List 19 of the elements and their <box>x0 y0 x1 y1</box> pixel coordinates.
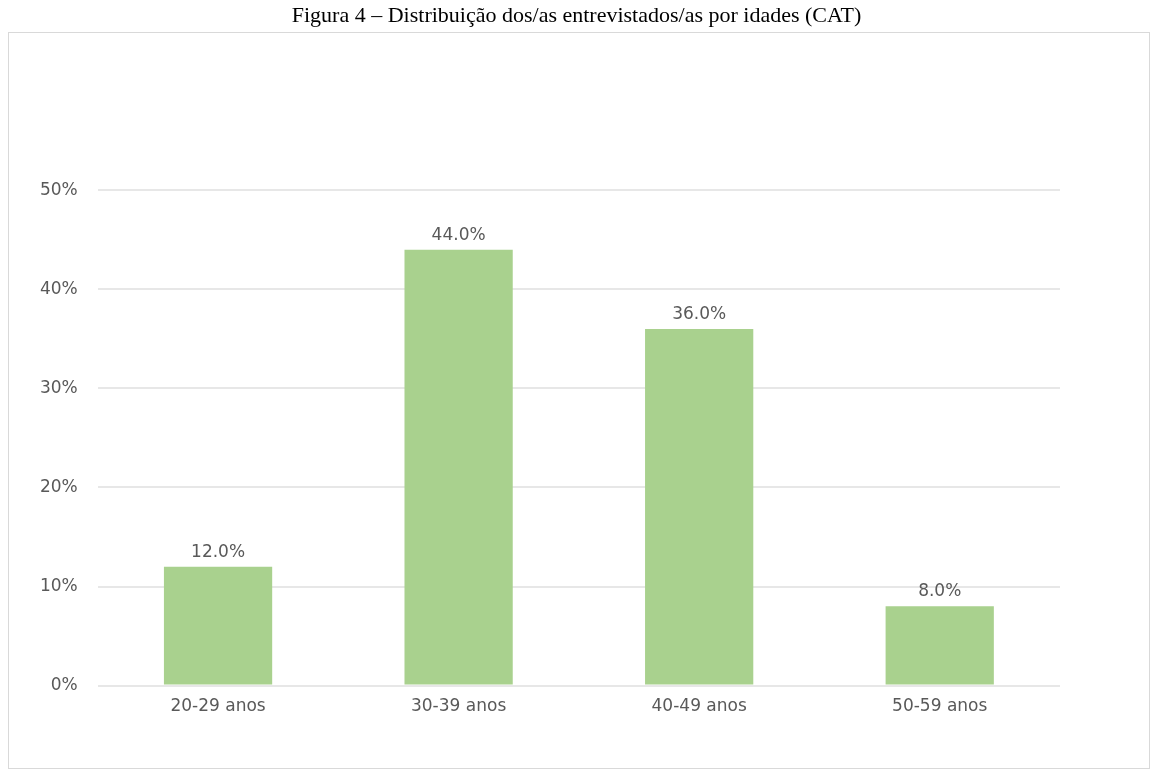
x-tick-label: 50-59 anos <box>892 695 988 716</box>
chart-title: Figura 4 – Distribuição dos/as entrevistados/as por idades (CAT) <box>290 2 863 28</box>
x-tick-label: 40-49 anos <box>651 695 747 716</box>
data-label: 44.0% <box>431 223 486 244</box>
y-tick-label: 50% <box>39 178 78 199</box>
x-tick-label: 20-29 anos <box>170 695 266 716</box>
y-tick-label: 0% <box>50 674 78 695</box>
bar <box>163 566 273 685</box>
y-tick-label: 10% <box>39 574 78 595</box>
data-label: 36.0% <box>672 302 727 323</box>
y-tick-label: 30% <box>39 376 78 397</box>
data-label: 8.0% <box>918 580 962 601</box>
bar <box>885 606 994 685</box>
bar <box>645 328 754 685</box>
y-tick-label: 20% <box>39 475 78 496</box>
data-label: 12.0% <box>191 540 246 561</box>
y-tick-label: 40% <box>39 277 78 298</box>
x-tick-label: 30-39 anos <box>410 695 507 716</box>
bar <box>404 249 513 685</box>
